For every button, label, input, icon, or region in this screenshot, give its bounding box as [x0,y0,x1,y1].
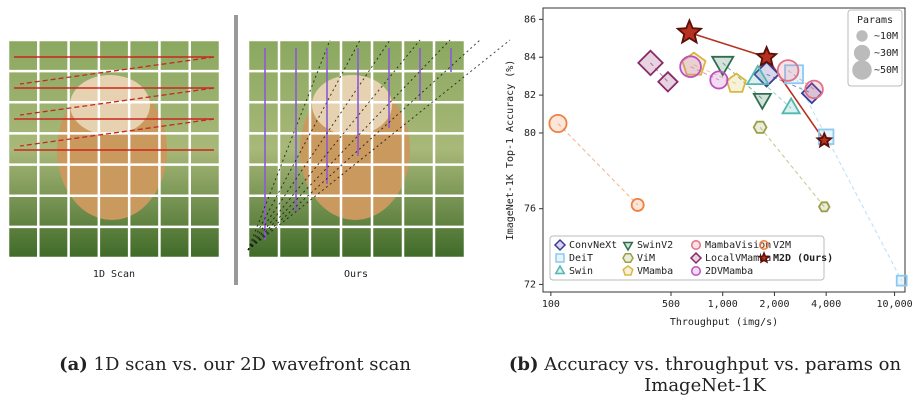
data-point [895,274,908,287]
legend-label: VMamba [637,266,673,277]
series-line [690,66,720,81]
size-legend: Params ~10M ~30M ~50M [847,9,903,87]
y-tick-label: 80 [524,128,536,139]
right-label: Ours [344,269,368,280]
data-point [753,60,781,88]
caption-b: (b) Accuracy vs. throughput vs. params o… [492,354,918,396]
data-point [754,44,779,68]
y-tick-label: 82 [524,90,536,101]
size-legend-label: ~30M [874,48,898,59]
image-ours [248,40,465,258]
size-legend-label: ~10M [874,31,898,42]
legend-marker [691,240,701,250]
legend-marker [622,252,634,264]
caption-a: (a) 1D scan vs. our 2D wavefront scan [20,354,450,375]
left-label: 1D Scan [93,269,135,280]
data-point [745,64,770,85]
data-point [804,79,824,100]
size-legend-marker [853,44,871,62]
x-tick-label: 10,000 [877,299,913,310]
data-point [675,18,704,45]
y-tick-label: 72 [524,279,536,290]
size-legend-title: Params [857,15,893,26]
scan-return [19,56,215,85]
y-tick-label: 84 [524,52,536,63]
x-tick-label: 500 [662,299,680,310]
legend-marker [555,253,565,263]
figure: 1D Scan Ours Throughput (img/s) ImageNet… [6,7,913,328]
data-point [815,131,834,149]
legend-marker [553,238,567,252]
legend-marker [759,240,769,250]
data-point [776,59,800,82]
legend-label: LocalVMamba [705,253,771,264]
data-point [637,49,664,77]
legend-label: ConvNeXt [569,240,617,251]
caption-text: 1D scan vs. our 2D wavefront scan [93,354,411,375]
data-point [657,70,679,93]
series-line [650,62,669,83]
data-point [752,93,773,111]
legend-marker [554,264,566,275]
y-axis-label: ImageNet-1K Top-1 Accuracy (%) [505,60,516,241]
data-point [548,113,568,133]
wave-diagonal [247,39,391,251]
data-point [780,96,802,115]
data-point [679,55,702,78]
x-tick-label: 100 [542,299,560,310]
x-tick-label: 1,000 [708,299,738,310]
series-line [722,62,763,100]
series-line [759,126,825,208]
legend-marker [622,265,634,276]
plot-frame [542,7,906,293]
data-point [710,55,735,77]
scan-return [19,118,215,147]
legend-label: ViM [637,253,655,264]
size-legend-marker [852,60,872,80]
legend-label: DeiT [569,253,593,264]
y-tick-label: 86 [524,14,536,25]
caption-text: Accuracy vs. throughput vs. params on Im… [544,354,902,396]
data-point [817,201,831,213]
wave-diagonal [247,39,511,251]
legend-marker [757,251,771,264]
image-1d-scan [8,40,220,258]
legend-label: MambaVision [705,240,771,251]
data-point [752,120,768,134]
legend-label: Swin [569,266,593,277]
y-tick-label: 76 [524,204,536,215]
data-point [630,197,645,212]
wave-diagonal [247,39,421,251]
x-axis-label: Throughput (img/s) [670,317,778,328]
legend-marker [622,241,634,252]
x-tick-label: 2,000 [759,299,789,310]
series-line [557,123,639,206]
series-line [787,70,815,90]
size-legend-label: ~50M [874,65,898,76]
legend: ConvNeXt DeiT Swin SwinV2 ViM VMamba MambaVisi… [549,235,833,281]
wave-diagonal [247,39,451,251]
data-point [725,72,747,93]
caption-tag: (a) [59,354,88,375]
scan-return [19,87,215,116]
legend-marker [689,251,703,265]
legend-label: SwinV2 [637,240,673,251]
size-legend-marker [856,30,868,42]
legend-label: V2M [773,240,791,251]
legend-label: M2D (Ours) [773,253,833,264]
legend-box [549,235,825,281]
legend-marker [691,266,701,276]
wave-diagonal [247,39,481,251]
x-tick-label: 4,000 [811,299,841,310]
legend-label: 2DVMamba [705,266,753,277]
caption-tag: (b) [508,354,539,375]
data-point [709,70,729,90]
